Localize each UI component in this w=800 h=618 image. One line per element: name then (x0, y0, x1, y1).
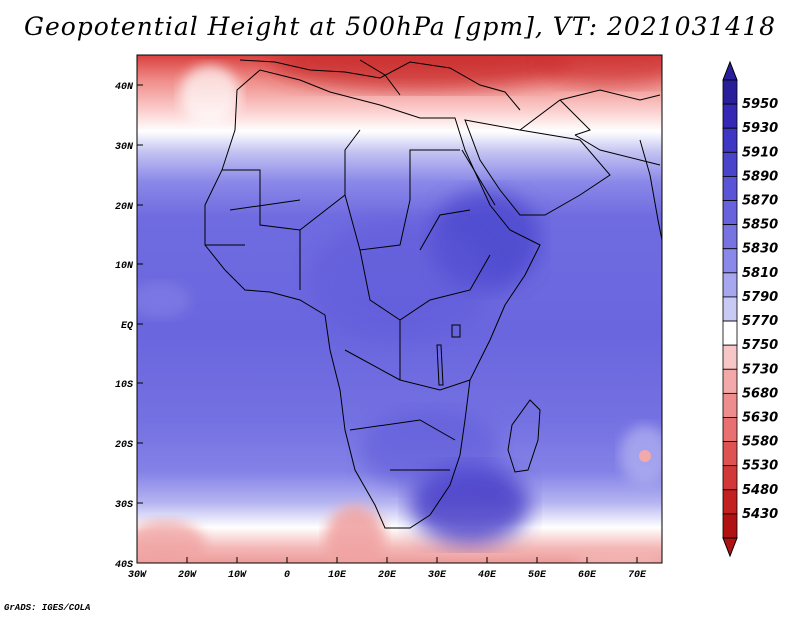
lon-label: 20E (378, 570, 397, 581)
colorbar-label: 5580 (742, 435, 778, 450)
colorbar-label: 5430 (742, 507, 778, 522)
credit-text: GrADS: IGES/COLA (4, 603, 91, 613)
colorbar-swatch (722, 465, 738, 491)
longitude-labels: 30W 20W 10W 0 10E 20E 30E 40E 50E 60E 70… (128, 570, 647, 581)
colorbar-label: 5790 (742, 290, 778, 305)
colorbar-label: 5630 (742, 410, 778, 425)
colorbar-label: 5950 (742, 97, 778, 112)
coastlines (204, 59, 662, 529)
lat-label: 30S (115, 500, 133, 511)
lon-label: 10W (228, 570, 247, 581)
colorbar-swatch (722, 368, 738, 394)
lat-label: 10N (115, 261, 134, 272)
colorbar-label: 5480 (742, 483, 778, 498)
lon-label: 10E (328, 570, 347, 581)
colorbar-label: 5750 (742, 338, 778, 353)
colorbar-label: 5530 (742, 459, 778, 474)
colorbar-swatch (722, 103, 738, 129)
map-title: Geopotential Height at 500hPa [gpm], VT:… (23, 12, 777, 41)
colorbar-swatch (722, 296, 738, 322)
height-field (137, 55, 662, 563)
colorbar-swatch (722, 441, 738, 467)
colorbar-bottom-arrow (722, 537, 738, 558)
colorbar-label: 5680 (742, 386, 778, 401)
lon-label: 60E (578, 570, 597, 581)
colorbar-swatch (722, 224, 738, 250)
colorbar-swatch (722, 392, 738, 418)
colorbar-label: 5850 (742, 218, 778, 233)
colorbar-swatch (722, 127, 738, 153)
lat-label: 10S (115, 380, 133, 391)
colorbar-swatch (722, 248, 738, 274)
lon-label: 40E (478, 570, 497, 581)
colorbar-label: 5910 (742, 145, 778, 160)
lat-label: 40S (115, 560, 133, 571)
colorbar-label: 5890 (742, 169, 778, 184)
colorbar-swatch (722, 320, 738, 346)
colorbar-swatch (722, 272, 738, 298)
colorbar-swatch (722, 200, 738, 226)
lat-label: 20S (115, 440, 133, 451)
lon-label: 70E (628, 570, 647, 581)
lon-label: 20W (178, 570, 197, 581)
colorbar-label: 5770 (742, 314, 778, 329)
axis-ticks (136, 84, 638, 564)
lon-label: 0 (284, 570, 290, 581)
colorbar-label: 5930 (742, 121, 778, 136)
colorbar-label: 5830 (742, 242, 778, 257)
latitude-labels: 40N 30N 20N 10N EQ 10S 20S 30S 40S (115, 82, 134, 571)
colorbar-swatch (722, 151, 738, 177)
colorbar-swatch (722, 513, 738, 539)
lat-label: 40N (115, 82, 134, 93)
colorbar-swatch (722, 176, 738, 201)
colorbar-swatch (722, 79, 738, 105)
colorbar-label: 5870 (742, 194, 778, 209)
colorbar-swatch (722, 417, 738, 442)
lon-label: 50E (528, 570, 547, 581)
colorbar-label: 5730 (742, 362, 778, 377)
colorbar: 5950 5930 5910 5890 5870 5850 5830 5810 5790 5770… (722, 60, 778, 558)
lon-label: 30E (428, 570, 447, 581)
lon-label: 30W (128, 570, 147, 581)
colorbar-label: 5810 (742, 266, 778, 281)
lat-label: 20N (115, 202, 134, 213)
colorbar-swatch (722, 344, 738, 370)
plot-frame (136, 54, 663, 564)
lat-label: 30N (115, 142, 134, 153)
lat-label: EQ (121, 321, 133, 332)
colorbar-top-arrow (722, 60, 738, 81)
colorbar-swatch (722, 489, 738, 515)
